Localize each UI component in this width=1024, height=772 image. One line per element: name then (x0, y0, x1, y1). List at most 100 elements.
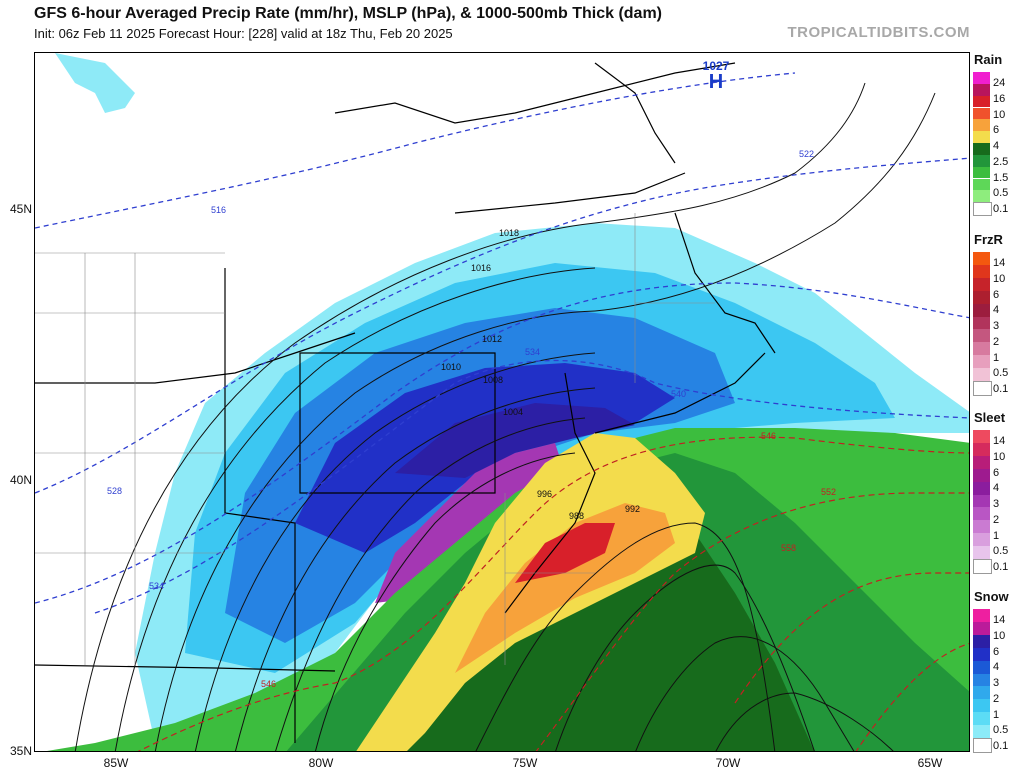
legend-swatch-snow-9 (973, 725, 990, 739)
thickness-label-546-a: 546 (261, 679, 277, 689)
legend-swatch-rain-2 (973, 95, 990, 108)
legend-label-frzr-0: 14 (993, 257, 1006, 269)
legend-label-rain-4: 4 (993, 140, 1000, 153)
lat-label-40n: 40N (9, 473, 32, 487)
legend-label-frzr-6: 1 (993, 351, 1000, 364)
lon-label-65w: 65W (917, 756, 943, 770)
legend-swatch-sleet-3 (973, 468, 990, 482)
legend-swatch-frzr-1 (973, 264, 990, 278)
legend-label-sleet-3: 4 (993, 482, 1000, 495)
legend-swatch-rain-9 (973, 178, 990, 191)
snow-area-darkest (395, 403, 635, 478)
legend-swatch-snow-8 (973, 712, 990, 726)
legend-swatch-rain-11 (973, 202, 992, 216)
legend-label-snow-0: 14 (993, 614, 1006, 626)
legend-swatch-sleet-1 (973, 442, 990, 456)
legend-label-frzr-5: 2 (993, 335, 1000, 348)
thickness-red (137, 436, 969, 751)
legend-label-snow-2: 6 (993, 645, 1000, 658)
thickness-label-558: 558 (781, 543, 797, 553)
legend-swatch-frzr-5 (973, 316, 990, 330)
legend-label-frzr-1: 10 (993, 272, 1006, 285)
legend-swatch-frzr-8 (973, 355, 990, 369)
thickness-label-528: 528 (107, 486, 123, 496)
legend-label-sleet-4: 3 (993, 498, 1000, 511)
legend-swatch-snow-3 (973, 647, 990, 661)
thickness-label-552: 552 (821, 487, 837, 497)
pressure-label-1012: 1012 (482, 334, 503, 344)
legend-label-frzr-8: 0.1 (993, 383, 1009, 396)
header: GFS 6-hour Averaged Precip Rate (mm/hr),… (0, 0, 1024, 46)
thickness-label-534-a: 534 (149, 581, 165, 591)
legend-swatch-rain-7 (973, 154, 990, 167)
legend-swatch-rain-6 (973, 143, 990, 155)
legend-swatch-frzr-3 (973, 290, 990, 304)
thickness-label-534-b: 534 (525, 347, 541, 357)
legend-label-snow-6: 1 (993, 708, 1000, 721)
lat-label-35n: 35N (9, 744, 32, 758)
legend-swatch-snow-0 (973, 609, 990, 622)
legend-swatch-snow-5 (973, 673, 990, 687)
coastlines (35, 62, 776, 743)
legend-swatch-sleet-4 (973, 481, 990, 495)
pressure-label-992: 992 (625, 504, 641, 514)
legend-swatch-rain-5 (973, 131, 990, 143)
legend-label-rain-1: 16 (993, 92, 1006, 105)
pressure-label-1018: 1018 (499, 228, 520, 238)
legend-label-snow-4: 3 (993, 677, 1000, 690)
pressure-label-1004: 1004 (503, 407, 524, 417)
pressure-label-996: 996 (537, 489, 553, 499)
pressure-label-988: 988 (569, 511, 585, 521)
state-borders (35, 213, 715, 665)
thickness-label-516: 516 (211, 205, 227, 215)
legend-label-snow-8: 0.1 (993, 740, 1009, 753)
thickness-label-546-b: 546 (761, 431, 777, 441)
legend-swatch-rain-8 (973, 166, 990, 179)
legend-swatch-rain-3 (973, 107, 990, 120)
legend-swatch-snow-4 (973, 660, 990, 674)
rain-area-dark (376, 503, 815, 751)
legend-label-rain-3: 6 (993, 124, 1000, 137)
legend-swatch-frzr-10 (973, 381, 992, 396)
map-canvas (35, 53, 969, 751)
legend-title-snow: Snow (974, 589, 1009, 604)
pressure-label-1016: 1016 (471, 263, 492, 273)
legend-swatch-sleet-0 (973, 430, 990, 443)
map-subtitle: Init: 06z Feb 11 2025 Forecast Hour: [22… (34, 26, 453, 41)
legend-swatch-frzr-9 (973, 368, 990, 382)
legend-label-rain-8: 0.1 (993, 203, 1009, 216)
legend-swatch-rain-1 (973, 83, 990, 96)
thickness-label-522: 522 (799, 149, 815, 159)
brand-watermark[interactable]: TROPICALTIDBITS.COM (787, 24, 970, 41)
high-pressure-value: 1027 (702, 59, 730, 73)
legend-label-snow-1: 10 (993, 629, 1006, 642)
legend-swatch-sleet-2 (973, 455, 990, 469)
legend-swatch-frzr-6 (973, 329, 990, 343)
legend-label-frzr-4: 3 (993, 320, 1000, 333)
rain-area-red (515, 523, 615, 583)
legend-swatch-rain-0 (973, 72, 990, 84)
legend-label-sleet-2: 6 (993, 466, 1000, 479)
legend-label-sleet-8: 0.1 (993, 561, 1009, 574)
legend-swatch-sleet-5 (973, 494, 990, 508)
legend-label-sleet-7: 0.5 (993, 545, 1009, 558)
sleet-area (375, 443, 565, 603)
legend-label-rain-6: 1.5 (993, 171, 1009, 184)
legend-swatch-frzr-4 (973, 303, 990, 317)
legend-label-rain-7: 0.5 (993, 187, 1009, 200)
high-pressure-symbol: H (708, 71, 724, 93)
legend-label-rain-5: 2.5 (993, 155, 1009, 168)
legend-swatch-snow-2 (973, 634, 990, 648)
legend-swatch-sleet-10 (973, 559, 992, 574)
legend-swatch-snow-1 (973, 621, 990, 635)
legend-swatch-snow-7 (973, 699, 990, 713)
lat-label-45n: 45N (9, 202, 32, 216)
legend-swatch-snow-10 (973, 738, 992, 753)
legend-swatch-sleet-9 (973, 546, 990, 560)
pressure-label-1008: 1008 (483, 375, 504, 385)
legend-label-sleet-6: 1 (993, 529, 1000, 542)
legend-title-rain: Rain (974, 52, 1003, 67)
legend-swatch-sleet-8 (973, 533, 990, 547)
thickness-label-540: 540 (671, 389, 687, 399)
lon-label-85w: 85W (103, 756, 129, 770)
